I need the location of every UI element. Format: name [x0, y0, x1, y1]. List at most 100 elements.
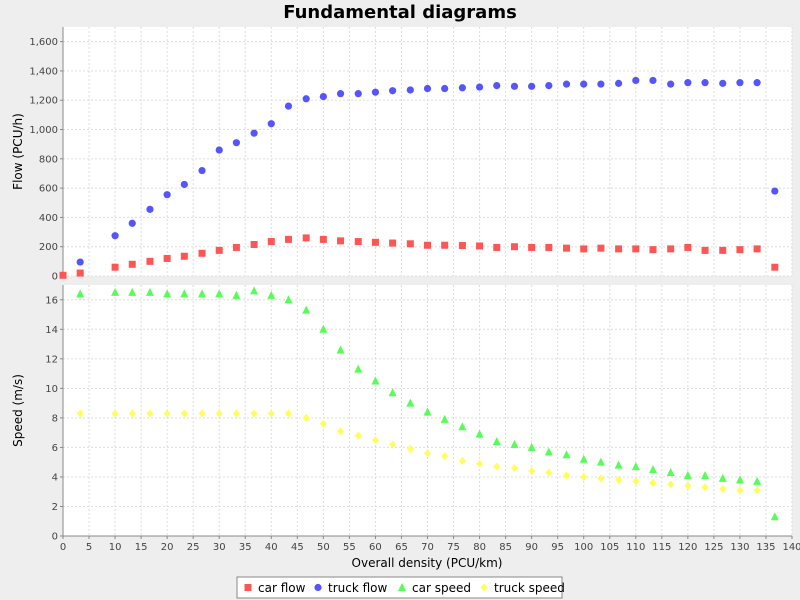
- data-point: [337, 427, 345, 436]
- data-point: [128, 260, 136, 268]
- data-point: [284, 295, 293, 304]
- x-tick-label: 60: [369, 542, 382, 553]
- data-point: [250, 409, 258, 418]
- data-point: [458, 84, 466, 92]
- data-point: [563, 471, 571, 480]
- data-point: [545, 468, 553, 477]
- data-point: [423, 407, 432, 416]
- data-point: [111, 232, 119, 240]
- y-tick-label: 800: [39, 154, 58, 165]
- data-point: [163, 409, 171, 418]
- x-tick-label: 130: [730, 542, 749, 553]
- data-point: [597, 474, 605, 483]
- data-point: [59, 271, 67, 279]
- data-point: [180, 409, 188, 418]
- x-axis: 0 5 10 15 20 25 30 35 40 45 50 55 60 65 70 75 80 85 90 95 10…: [60, 535, 800, 553]
- data-point: [667, 80, 675, 88]
- legend-item-truck-flow: truck flow: [314, 581, 388, 595]
- data-point: [441, 241, 449, 249]
- x-axis-label: Overall density (PCU/km): [352, 556, 503, 570]
- data-point: [735, 475, 744, 484]
- data-point: [649, 76, 657, 85]
- data-point: [632, 477, 640, 486]
- data-point: [284, 102, 293, 110]
- data-point: [111, 263, 119, 271]
- data-point: [354, 238, 362, 246]
- data-point: [684, 79, 692, 87]
- data-point: [198, 249, 206, 257]
- data-point: [354, 90, 362, 98]
- data-point: [771, 263, 779, 271]
- data-point: [736, 486, 744, 495]
- data-point: [736, 246, 744, 254]
- data-point: [580, 80, 588, 88]
- data-point: [615, 475, 623, 484]
- x-tick-label: 80: [473, 542, 486, 553]
- data-point: [631, 462, 640, 471]
- data-point: [718, 473, 727, 482]
- data-point: [146, 205, 154, 213]
- data-point: [406, 398, 415, 407]
- data-point: [267, 120, 275, 128]
- data-point: [597, 80, 605, 88]
- data-point: [76, 269, 84, 277]
- legend-item-truck-speed: truck speed: [480, 581, 565, 595]
- legend-frame: [236, 576, 563, 599]
- data-point: [388, 388, 397, 397]
- data-point: [354, 364, 363, 373]
- data-point: [492, 437, 501, 446]
- y-tick-label: 400: [39, 213, 58, 224]
- legend-marker: [480, 583, 488, 592]
- data-point: [319, 235, 327, 243]
- data-point: [493, 462, 501, 471]
- data-point: [232, 409, 240, 418]
- data-point: [510, 464, 518, 473]
- data-point: [615, 245, 623, 253]
- data-point: [128, 409, 136, 418]
- data-point: [302, 413, 310, 422]
- legend-label: truck flow: [328, 581, 388, 595]
- y-axis-label: Flow (PCU/h): [11, 113, 25, 190]
- x-tick-label: 100: [574, 542, 593, 553]
- chart-title: Fundamental diagrams: [283, 2, 517, 23]
- y-tick-label: 14: [45, 325, 58, 336]
- x-tick-label: 35: [239, 542, 252, 553]
- y-tick-label: 2: [52, 502, 58, 513]
- data-point: [545, 243, 553, 251]
- y-tick-label: 6: [52, 443, 58, 454]
- data-point: [215, 409, 223, 418]
- flow-panel: 0 200 400 600 800 1,000 1,200 1,400 1,600 Flow (P…: [11, 27, 793, 283]
- y-tick-label: 4: [52, 472, 58, 483]
- x-tick-label: 10: [109, 542, 122, 553]
- x-tick-label: 140: [782, 542, 800, 553]
- x-tick-label: 135: [756, 542, 775, 553]
- data-point: [683, 470, 692, 479]
- data-point: [719, 484, 727, 493]
- data-point: [771, 187, 779, 195]
- x-tick-label: 105: [600, 542, 619, 553]
- data-point: [475, 83, 484, 91]
- data-point: [146, 409, 154, 418]
- data-point: [424, 241, 431, 249]
- data-point: [667, 480, 675, 489]
- y-tick-label: 1,400: [29, 66, 58, 77]
- data-point: [701, 470, 710, 479]
- x-tick-label: 75: [447, 542, 460, 553]
- data-point: [180, 289, 189, 298]
- speed-panel: 0 2 4 6 8 10 12 14 16 Speed (m/s): [11, 285, 793, 543]
- data-point: [371, 376, 380, 385]
- data-point: [770, 512, 779, 521]
- data-point: [667, 245, 675, 253]
- data-point: [406, 240, 414, 248]
- data-point: [424, 449, 431, 458]
- data-point: [215, 289, 224, 298]
- data-point: [389, 239, 397, 247]
- data-point: [528, 243, 536, 251]
- x-tick-label: 45: [291, 542, 304, 553]
- x-tick-label: 30: [213, 542, 226, 553]
- data-point: [267, 409, 275, 418]
- data-point: [302, 95, 310, 103]
- data-point: [337, 237, 345, 245]
- x-tick-label: 15: [135, 542, 148, 553]
